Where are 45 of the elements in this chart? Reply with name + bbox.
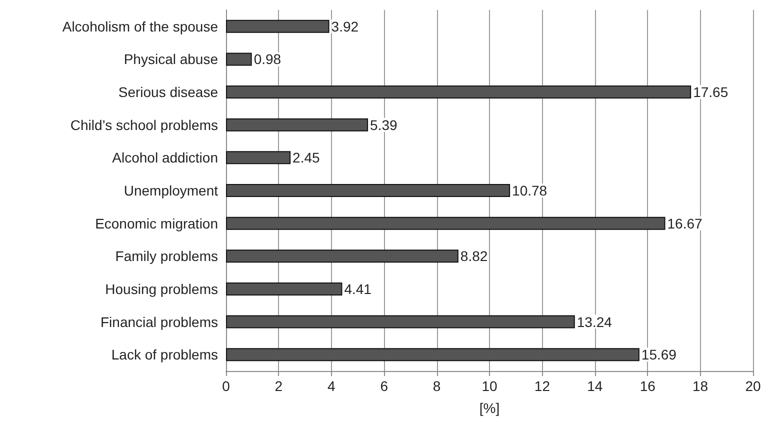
y-tick-label: Physical abuse: [124, 51, 218, 68]
x-axis-title: [%]: [479, 400, 500, 416]
x-tick-label: 8: [432, 378, 441, 394]
y-tick-label: Housing problems: [105, 280, 218, 297]
bar: [226, 216, 666, 230]
data-label: 8.82: [460, 248, 488, 264]
bar: [226, 250, 458, 263]
data-label: 15.69: [641, 346, 677, 363]
bar: [226, 315, 575, 328]
bar: [226, 20, 330, 33]
x-tick-label: 20: [745, 378, 761, 394]
x-tick-label: 0: [222, 378, 230, 394]
bar: [226, 151, 291, 164]
x-tick-label: 14: [587, 378, 603, 394]
data-label: 2.45: [292, 150, 320, 166]
data-label: 4.41: [344, 280, 372, 297]
x-tick-label: 2: [274, 378, 283, 394]
x-tick-label: 18: [692, 378, 708, 394]
data-label: 0.98: [254, 51, 282, 68]
y-tick-label: Alcoholism of the spouse: [62, 18, 218, 34]
data-label: 17.65: [693, 84, 728, 100]
data-label: 5.39: [370, 116, 398, 133]
data-label: 3.92: [331, 18, 359, 34]
data-label: 10.78: [512, 182, 548, 198]
y-tick-label: Economic migration: [95, 215, 218, 232]
bar: [226, 52, 252, 66]
bar: [226, 348, 640, 362]
bar: [226, 118, 368, 132]
y-tick-label: Alcohol addiction: [112, 150, 218, 166]
x-tick-label: 6: [380, 378, 388, 394]
y-tick-label: Family problems: [115, 248, 218, 264]
y-tick-label: Child’s school problems: [70, 116, 218, 133]
y-tick-label: Financial problems: [100, 314, 218, 330]
bar: [226, 282, 342, 296]
y-tick-label: Lack of problems: [111, 346, 218, 363]
x-tick-label: 12: [534, 378, 550, 394]
x-tick-label: 10: [482, 378, 498, 394]
x-tick-label: 4: [328, 378, 336, 394]
bar: [226, 86, 692, 99]
y-tick-label: Unemployment: [124, 182, 218, 198]
data-label: 13.24: [576, 314, 612, 330]
x-tick-label: 16: [640, 378, 656, 394]
y-tick-label: Serious disease: [118, 84, 218, 100]
bar: [226, 184, 510, 197]
data-label: 16.67: [667, 215, 703, 232]
